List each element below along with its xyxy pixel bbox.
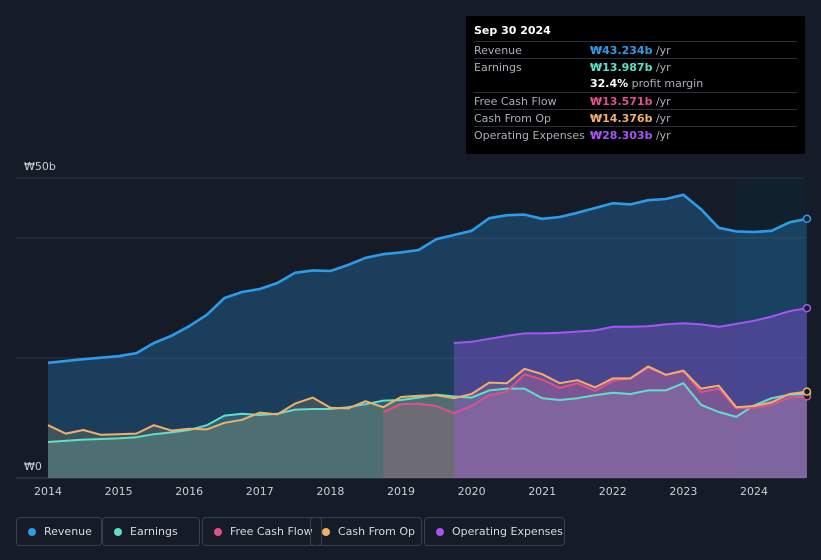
series-endpoints (802, 214, 812, 401)
area-earnings (48, 383, 807, 478)
tooltip-label: Free Cash Flow (474, 95, 557, 108)
x-tick-label: 2022 (599, 485, 627, 498)
tooltip-unit: /yr (652, 95, 671, 108)
tooltip-value: 32.4% (590, 77, 629, 90)
tooltip-value: ₩13.987b (590, 61, 653, 74)
legend-label: Earnings (130, 525, 178, 538)
x-tick-label: 2018 (316, 485, 344, 498)
tooltip-row-margin: 32.4% profit margin (474, 75, 797, 92)
tooltip-date: Sep 30 2024 (474, 24, 551, 37)
legend-item-earnings[interactable]: Earnings (102, 517, 200, 546)
y-tick-label: ₩50b (24, 160, 56, 173)
legend-dot-icon (436, 528, 444, 536)
series-lines (47, 193, 808, 443)
legend-label: Free Cash Flow (230, 525, 313, 538)
tooltip-value: ₩13.571b (590, 95, 653, 108)
line-revenue (47, 193, 808, 365)
legend-item-operating-expenses[interactable]: Operating Expenses (424, 517, 565, 546)
tooltip-row-earnings: Earnings ₩13.987b /yr (474, 58, 797, 76)
legend-label: Operating Expenses (452, 525, 563, 538)
tooltip-label: Earnings (474, 61, 522, 74)
tooltip-unit: /yr (652, 61, 671, 74)
x-tick-label: 2019 (387, 485, 415, 498)
x-tick-label: 2020 (458, 485, 486, 498)
legend-dot-icon (214, 528, 222, 536)
y-axis-labels: ₩50b ₩0 (24, 160, 56, 473)
legend-dot-icon (114, 528, 122, 536)
legend-label: Cash From Op (338, 525, 416, 538)
legend-item-revenue[interactable]: Revenue (16, 517, 102, 546)
tooltip-value: ₩14.376b (590, 112, 653, 125)
tooltip-label: Revenue (474, 44, 522, 57)
endpoint-revenue (802, 214, 812, 224)
gridlines (16, 177, 805, 479)
area-cash-from-op (48, 366, 807, 478)
tooltip-unit: /yr (652, 129, 671, 142)
tooltip-label: Operating Expenses (474, 129, 585, 142)
x-tick-label: 2024 (740, 485, 768, 498)
x-tick-label: 2015 (105, 485, 133, 498)
tooltip-row-fcf: Free Cash Flow ₩13.571b /yr (474, 92, 797, 110)
x-tick-label: 2016 (175, 485, 203, 498)
tooltip-unit: /yr (652, 44, 671, 57)
tooltip-label: Cash From Op (474, 112, 552, 125)
tooltip-row-opex: Operating Expenses ₩28.303b /yr (474, 126, 797, 144)
y-tick-label: ₩0 (24, 460, 42, 473)
tooltip-row-cfo: Cash From Op ₩14.376b /yr (474, 109, 797, 127)
legend-item-cash-from-op[interactable]: Cash From Op (310, 517, 422, 546)
area-revenue (48, 194, 807, 479)
x-axis-labels: 2014 2015 2016 2017 2018 2019 2020 2021 2022 2023… (34, 485, 768, 498)
tooltip-unit: profit margin (628, 77, 704, 90)
legend-item-free-cash-flow[interactable]: Free Cash Flow (202, 517, 322, 546)
endpoint-operating-expenses (802, 303, 812, 313)
tooltip-value: ₩43.234b (590, 44, 653, 57)
x-tick-label: 2021 (528, 485, 556, 498)
line-earnings (47, 382, 807, 443)
legend-dot-icon (28, 528, 36, 536)
tooltip-row-revenue: Revenue ₩43.234b /yr (474, 41, 797, 59)
tooltip: Sep 30 2024 Revenue ₩43.234b /yr Earning… (466, 16, 805, 154)
legend-label: Revenue (44, 525, 92, 538)
line-free-cash-flow (382, 366, 807, 415)
line-cash-from-op (47, 365, 808, 436)
series-areas (48, 194, 807, 479)
line-operating-expenses (453, 307, 808, 344)
endpoint-cash-from-op (802, 387, 812, 396)
x-tick-label: 2023 (669, 485, 697, 498)
x-tick-label: 2017 (246, 485, 274, 498)
tooltip-value: ₩28.303b (590, 129, 653, 142)
tooltip-unit: /yr (652, 112, 671, 125)
x-tick-label: 2014 (34, 485, 62, 498)
legend-dot-icon (322, 528, 330, 536)
forecast-shade (736, 178, 805, 478)
